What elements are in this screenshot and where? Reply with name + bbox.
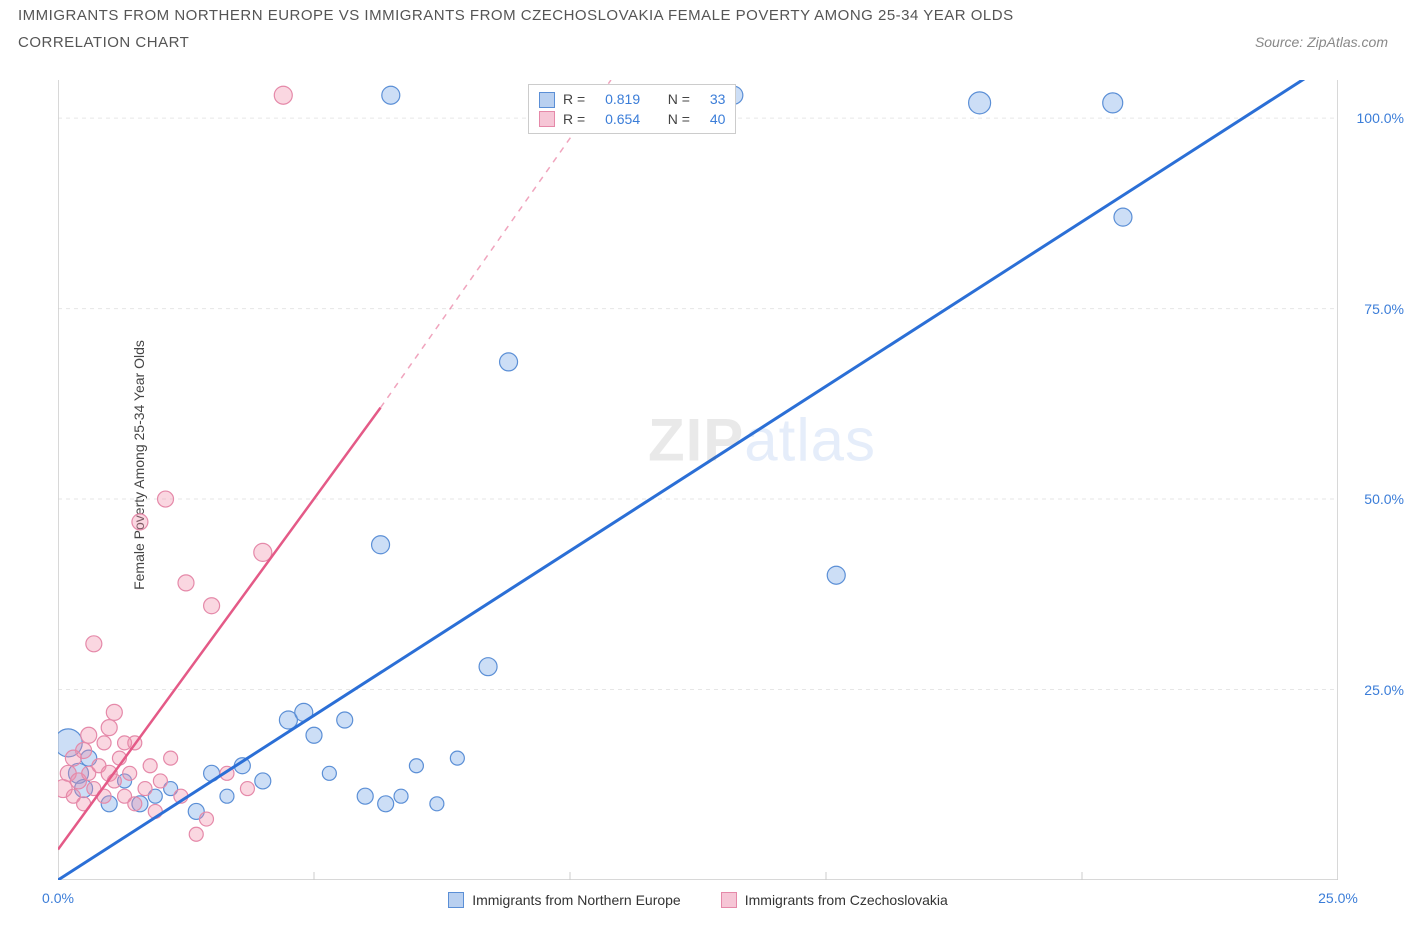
data-point bbox=[86, 636, 102, 652]
r-label: R = bbox=[563, 90, 585, 110]
chart-title: IMMIGRANTS FROM NORTHERN EUROPE VS IMMIG… bbox=[18, 4, 1388, 28]
data-point bbox=[500, 353, 518, 371]
data-point bbox=[199, 812, 213, 826]
data-point bbox=[158, 491, 174, 507]
y-tick-label: 100.0% bbox=[1357, 110, 1404, 126]
chart-subtitle: CORRELATION CHART bbox=[18, 34, 1388, 51]
data-point bbox=[204, 598, 220, 614]
data-point bbox=[128, 797, 142, 811]
data-point bbox=[143, 759, 157, 773]
chart-canvas bbox=[58, 80, 1338, 880]
data-point bbox=[255, 773, 271, 789]
data-point bbox=[123, 766, 137, 780]
data-point bbox=[430, 797, 444, 811]
data-point bbox=[240, 782, 254, 796]
n-label: N = bbox=[668, 110, 690, 130]
legend-swatch bbox=[539, 111, 555, 127]
data-point bbox=[132, 514, 148, 530]
data-point bbox=[138, 782, 152, 796]
data-point bbox=[101, 720, 117, 736]
r-value: 0.654 bbox=[605, 110, 640, 130]
n-value: 40 bbox=[710, 110, 726, 130]
data-point bbox=[969, 92, 991, 114]
scatter-plot: ZIPatlas R = 0.819 N = 33R = 0.654 N = 4… bbox=[58, 80, 1338, 880]
legend-item: Immigrants from Czechoslovakia bbox=[721, 892, 948, 908]
data-point bbox=[337, 712, 353, 728]
data-point bbox=[164, 751, 178, 765]
y-tick-label: 75.0% bbox=[1364, 301, 1404, 317]
n-value: 33 bbox=[710, 90, 726, 110]
source-attribution: Source: ZipAtlas.com bbox=[1255, 34, 1388, 50]
legend-swatch bbox=[539, 92, 555, 108]
data-point bbox=[76, 742, 92, 758]
data-point bbox=[378, 796, 394, 812]
series-legend: Immigrants from Northern Europe Immigrant… bbox=[58, 892, 1338, 908]
legend-label: Immigrants from Northern Europe bbox=[472, 892, 681, 908]
data-point bbox=[106, 704, 122, 720]
data-point bbox=[322, 766, 336, 780]
data-point bbox=[450, 751, 464, 765]
data-point bbox=[189, 827, 203, 841]
data-point bbox=[178, 575, 194, 591]
data-point bbox=[97, 736, 111, 750]
r-label: R = bbox=[563, 110, 585, 130]
data-point bbox=[394, 789, 408, 803]
r-value: 0.819 bbox=[605, 90, 640, 110]
data-point bbox=[357, 788, 373, 804]
trend-line bbox=[58, 408, 381, 850]
data-point bbox=[382, 86, 400, 104]
y-tick-label: 50.0% bbox=[1364, 491, 1404, 507]
legend-swatch bbox=[448, 892, 464, 908]
data-point bbox=[1103, 93, 1123, 113]
n-label: N = bbox=[668, 90, 690, 110]
data-point bbox=[1114, 208, 1132, 226]
data-point bbox=[479, 658, 497, 676]
correlation-legend: R = 0.819 N = 33R = 0.654 N = 40 bbox=[528, 84, 736, 134]
data-point bbox=[306, 727, 322, 743]
data-point bbox=[274, 86, 292, 104]
data-point bbox=[409, 759, 423, 773]
data-point bbox=[220, 789, 234, 803]
data-point bbox=[827, 566, 845, 584]
trend-line bbox=[58, 80, 1338, 880]
data-point bbox=[81, 727, 97, 743]
legend-label: Immigrants from Czechoslovakia bbox=[745, 892, 948, 908]
data-point bbox=[153, 774, 167, 788]
data-point bbox=[372, 536, 390, 554]
legend-item: Immigrants from Northern Europe bbox=[448, 892, 681, 908]
legend-row: R = 0.654 N = 40 bbox=[539, 110, 725, 130]
legend-swatch bbox=[721, 892, 737, 908]
y-tick-label: 25.0% bbox=[1364, 682, 1404, 698]
legend-row: R = 0.819 N = 33 bbox=[539, 90, 725, 110]
